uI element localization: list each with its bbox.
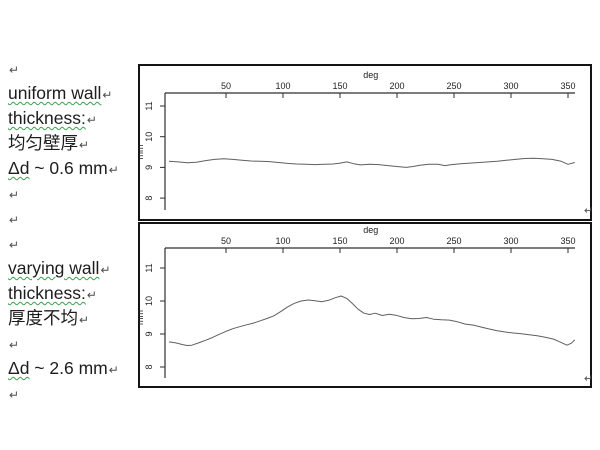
- x-tick-label: 100: [275, 81, 290, 91]
- paragraph-mark: ↵: [102, 88, 113, 102]
- caption-line: ↵: [8, 56, 138, 81]
- caption-column: ↵ uniform wall↵ thickness:↵ 均匀壁厚↵ Δd ~ 0…: [8, 56, 138, 406]
- caption-text-underlined: uniform wall: [8, 83, 102, 103]
- paragraph-mark: ↵: [9, 213, 20, 227]
- caption-line: ↵: [8, 231, 138, 256]
- caption-text-underlined: Δd: [8, 158, 30, 178]
- paragraph-mark: ↵: [108, 163, 119, 177]
- x-tick-label: 300: [503, 236, 518, 246]
- x-axis-title: deg: [363, 225, 378, 235]
- caption-text: ~ 0.6 mm: [29, 158, 108, 178]
- caption-text: 均匀壁厚: [8, 133, 78, 153]
- caption-line: ↵: [8, 381, 138, 406]
- x-tick-label: 350: [560, 236, 575, 246]
- caption-line-uniform-wall: uniform wall↵: [8, 81, 138, 106]
- paragraph-mark: ↵: [108, 363, 119, 377]
- chart-frame: [138, 64, 592, 221]
- x-tick-label: 300: [503, 81, 518, 91]
- measurement-trace: [168, 295, 576, 346]
- caption-line-thickness: thickness:↵: [8, 281, 138, 306]
- y-axis-title: mm: [138, 310, 145, 325]
- caption-text-underlined: Δd: [8, 358, 30, 378]
- paragraph-mark: ↵: [9, 63, 20, 77]
- paragraph-mark: ↵: [9, 188, 20, 202]
- x-tick-label: 350: [560, 81, 575, 91]
- x-tick-label: 150: [332, 236, 347, 246]
- y-tick-label: 8: [144, 364, 154, 369]
- caption-line: ↵: [8, 181, 138, 206]
- paragraph-mark: ↵: [86, 288, 97, 302]
- paragraph-mark: ↵: [584, 205, 592, 217]
- paragraph-mark: ↵: [86, 113, 97, 127]
- uniform-thickness-chart: 50 100 150 200 250 300 350 deg 8 9 10 11 mm ↵: [138, 64, 592, 221]
- caption-line-cjk-uniform: 均匀壁厚↵: [8, 131, 138, 156]
- paragraph-mark: ↵: [79, 138, 90, 152]
- paragraph-mark: ↵: [9, 238, 20, 252]
- varying-thickness-chart: 50 100 150 200 250 300 350 deg 8 9 10 11 mm ↵: [138, 222, 592, 388]
- y-tick-label: 10: [144, 296, 154, 306]
- y-tick-label: 10: [144, 132, 154, 142]
- paragraph-mark: ↵: [9, 338, 20, 352]
- x-tick-label: 100: [275, 236, 290, 246]
- y-axis-title: mm: [138, 145, 145, 160]
- paragraph-mark: ↵: [100, 263, 111, 277]
- caption-line: ↵: [8, 206, 138, 231]
- x-tick-label: 50: [221, 236, 231, 246]
- caption-text-underlined: thickness:: [8, 283, 86, 303]
- caption-line-delta-06: Δd ~ 0.6 mm↵: [8, 156, 138, 181]
- caption-text-underlined: varying wall: [8, 258, 100, 278]
- caption-line-cjk-varying: 厚度不均↵: [8, 306, 138, 331]
- caption-text-underlined: thickness:: [8, 108, 86, 128]
- y-tick-label: 9: [144, 331, 154, 336]
- x-tick-label: 50: [221, 81, 231, 91]
- paragraph-mark: ↵: [584, 373, 592, 385]
- x-tick-label: 200: [389, 81, 404, 91]
- y-tick-label: 8: [144, 196, 154, 201]
- x-tick-label: 200: [389, 236, 404, 246]
- chart-frame: [138, 222, 592, 388]
- caption-text: ~ 2.6 mm: [29, 358, 108, 378]
- x-axis-title: deg: [363, 70, 378, 80]
- caption-text: 厚度不均: [8, 308, 78, 328]
- y-tick-label: 9: [144, 165, 154, 170]
- caption-line-delta-26: Δd ~ 2.6 mm↵: [8, 356, 138, 381]
- caption-line-thickness: thickness:↵: [8, 106, 138, 131]
- x-tick-label: 150: [332, 81, 347, 91]
- paragraph-mark: ↵: [79, 313, 90, 327]
- y-tick-label: 11: [144, 101, 154, 110]
- x-tick-label: 250: [446, 81, 461, 91]
- paragraph-mark: ↵: [9, 388, 20, 402]
- measurement-trace: [168, 157, 575, 168]
- y-tick-label: 11: [144, 263, 154, 272]
- caption-line-varying-wall: varying wall↵: [8, 256, 138, 281]
- x-tick-label: 250: [446, 236, 461, 246]
- caption-line: ↵: [8, 331, 138, 356]
